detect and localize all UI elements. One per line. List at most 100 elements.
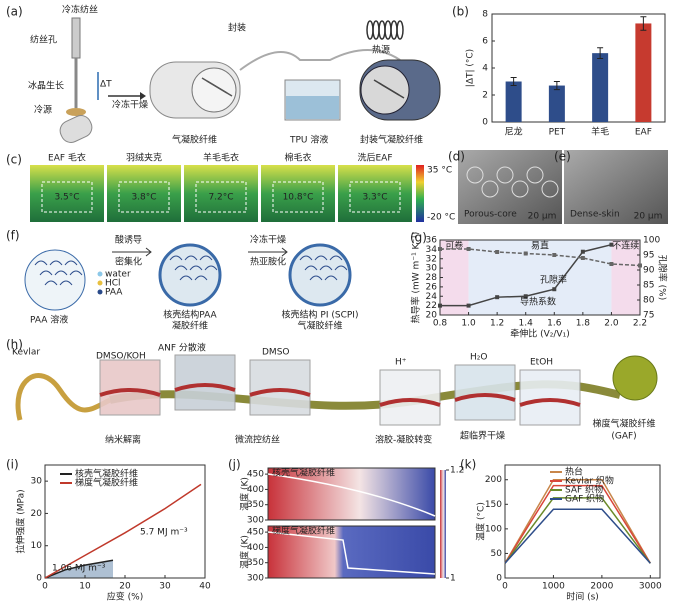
series-line <box>504 478 651 564</box>
label: 5.7 MJ m⁻³ <box>140 528 188 538</box>
label: 羊毛毛衣 <box>203 152 239 164</box>
point <box>523 251 528 256</box>
arrow <box>248 247 288 257</box>
fiber-line <box>239 49 401 71</box>
panel-label: (h) <box>6 338 23 352</box>
fiber-cross-section <box>288 243 352 307</box>
y-tick-label: 26 <box>426 282 438 292</box>
pore <box>511 180 529 198</box>
point <box>638 263 642 268</box>
label: 超临界干燥 <box>460 430 505 442</box>
label: 核壳结构PAA <box>163 309 217 321</box>
point <box>466 303 471 308</box>
series-line <box>44 559 114 579</box>
y-tick-label: 0 <box>482 118 488 128</box>
y-axis-title: 拉伸强度 (MPa) <box>15 489 27 553</box>
legend-marker <box>97 280 103 286</box>
y-tick-label: 2 <box>482 91 488 101</box>
process-box <box>454 364 516 421</box>
polymer-chain <box>329 255 343 261</box>
legend-label: GAF 织物 <box>565 493 604 505</box>
legend-marker <box>97 289 103 295</box>
y-tick-label: 34 <box>426 245 438 255</box>
temperature-front <box>267 531 436 575</box>
fiber-roll <box>59 115 93 143</box>
label: 热亚胺化 <box>250 256 286 268</box>
polymer-chain <box>64 260 78 266</box>
y-tick-label: 20 <box>426 311 438 321</box>
pore <box>526 166 544 184</box>
panel-label: (a) <box>6 5 23 19</box>
y-tick-label: 6 <box>482 37 488 47</box>
fiber-end <box>191 67 237 113</box>
x-tick-label: 2.2 <box>633 319 647 329</box>
y-tick-label: 300 <box>247 516 264 526</box>
error-bar <box>640 16 647 31</box>
y-axis-title: 温度 (K) <box>239 535 251 569</box>
label: 梯度气凝胶纤维 <box>272 525 335 537</box>
x-axis-title: 应变 (%) <box>107 591 143 603</box>
y-axis-title: 温度 (°C) <box>475 502 487 541</box>
fiber-segment <box>99 388 161 397</box>
label: TPU 溶液 <box>289 134 328 146</box>
label: 凝胶纤维 <box>172 320 208 332</box>
panel-label: (b) <box>452 5 469 19</box>
pore <box>541 180 559 198</box>
y-tick-label: 0 <box>36 574 42 584</box>
y-tick-label: 24 <box>426 292 438 302</box>
x-tick-label: 20 <box>119 582 131 592</box>
colorbar-label: 1 <box>450 574 456 584</box>
polymer-chain <box>199 255 213 261</box>
label: 纺丝孔 <box>30 34 57 46</box>
polymer-chain <box>189 265 203 271</box>
y-axis-title: |ΔT| (°C) <box>466 49 476 87</box>
label: 溶胶-凝胶转变 <box>375 434 432 446</box>
fiber-segment <box>454 393 516 402</box>
arrow-head <box>140 92 146 100</box>
polymer-chain <box>319 265 333 271</box>
gaf-fiber-end <box>612 355 658 401</box>
label: 气凝胶纤维 <box>297 320 342 332</box>
y-tick-label: 28 <box>426 273 438 283</box>
legend-label: PAA <box>105 288 123 298</box>
x-tick-label: 1.2 <box>490 319 504 329</box>
error-bar <box>553 81 560 91</box>
x-tick-label: 3000 <box>639 582 662 592</box>
label: ANF 分散液 <box>158 342 206 354</box>
label: 气凝胶纤维 <box>172 134 217 146</box>
y-tick-label: 8 <box>482 10 488 20</box>
legend-label: SAF 织物 <box>565 484 603 496</box>
error-bar <box>597 47 604 60</box>
heater-coil <box>378 20 386 40</box>
y-tick-label: 30 <box>426 264 438 274</box>
syringe <box>71 17 81 59</box>
label: 3.5°C <box>54 193 79 203</box>
polymer-chain <box>174 265 188 271</box>
legend-label: 梯度气凝胶纤维 <box>75 477 138 489</box>
panel-label: (k) <box>460 458 476 472</box>
x-tick-label: 1.0 <box>461 319 476 329</box>
label: 冷冻干燥 <box>112 99 148 111</box>
polymer-chain <box>59 280 73 286</box>
toughness-area <box>45 560 113 578</box>
x-tick-label: 10 <box>79 582 91 592</box>
label: 不连续 <box>612 240 639 252</box>
y-tick-label: 30 <box>31 477 43 487</box>
x-tick-label: 30 <box>159 582 171 592</box>
pore <box>221 89 233 97</box>
label: 20 μm <box>634 212 663 222</box>
bar <box>505 81 522 122</box>
panel-label: (f) <box>6 229 20 243</box>
series-line <box>504 484 651 564</box>
label: (GAF) <box>611 432 636 442</box>
point <box>495 295 500 300</box>
label: 3.8°C <box>131 193 156 203</box>
label: Dense-skin <box>570 210 620 220</box>
polymer-chain <box>34 260 48 266</box>
label: 10.8°C <box>283 193 314 203</box>
polymer-chain <box>204 265 218 271</box>
label: 羽绒夹克 <box>126 152 162 164</box>
colorbar <box>440 470 446 578</box>
label: 核壳结构 PI (SCPI) <box>282 309 359 321</box>
y-axis-title: 温度 (K) <box>239 477 251 511</box>
